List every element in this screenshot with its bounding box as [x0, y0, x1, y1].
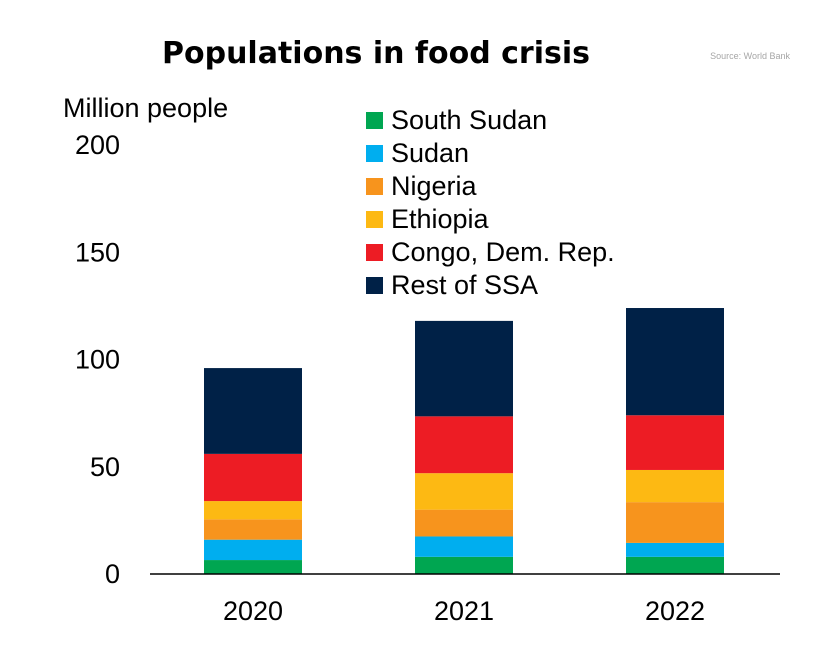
bar-segment-nigeria [204, 519, 302, 540]
y-tick-label: 0 [105, 559, 120, 589]
legend-item: Rest of SSA [366, 270, 538, 300]
x-tick-label: 2021 [434, 596, 494, 626]
bar-segment-sudan [415, 536, 513, 557]
y-axis-ticks: 0 50 100 150 200 [75, 130, 120, 589]
bar-segment-sudan [626, 542, 724, 557]
legend-item: Ethiopia [366, 204, 490, 234]
bar-segment-south-sudan [626, 556, 724, 574]
bar-stack-2020 [204, 368, 302, 574]
legend-item: Nigeria [366, 171, 478, 201]
legend-swatch [366, 112, 383, 129]
legend-label: Ethiopia [391, 204, 490, 234]
legend-label: Sudan [391, 138, 469, 168]
bar-segment-rest-of-ssa [415, 320, 513, 417]
bar-stack-2021 [415, 320, 513, 574]
x-tick-label: 2020 [223, 596, 283, 626]
legend-swatch [366, 178, 383, 195]
bar-segment-congo-dem-rep [415, 416, 513, 474]
bar-stack-2022 [626, 308, 724, 574]
bar-segment-congo-dem-rep [204, 453, 302, 502]
bar-segment-rest-of-ssa [204, 368, 302, 454]
legend-swatch [366, 244, 383, 261]
legend-item: Congo, Dem. Rep. [366, 237, 615, 267]
legend-item: Sudan [366, 138, 469, 168]
bar-segment-rest-of-ssa [626, 308, 724, 416]
legend-label: Nigeria [391, 171, 478, 201]
bar-segment-ethiopia [204, 501, 302, 520]
bar-segment-congo-dem-rep [626, 415, 724, 470]
legend-label: Congo, Dem. Rep. [391, 237, 615, 267]
legend-label: South Sudan [391, 105, 547, 135]
y-tick-label: 150 [75, 237, 120, 267]
bar-segment-sudan [204, 539, 302, 561]
bar-segment-ethiopia [626, 469, 724, 503]
bars [204, 308, 724, 574]
y-tick-label: 100 [75, 345, 120, 375]
y-tick-label: 200 [75, 130, 120, 160]
source-note: Source: World Bank [710, 51, 790, 61]
legend-swatch [366, 277, 383, 294]
chart-title: Populations in food crisis [162, 36, 590, 71]
bar-segment-south-sudan [415, 556, 513, 574]
legend-item: South Sudan [366, 105, 547, 135]
bar-segment-ethiopia [415, 473, 513, 510]
bar-segment-nigeria [626, 502, 724, 543]
legend-swatch [366, 211, 383, 228]
x-axis-ticks: 2020 2021 2022 [223, 596, 705, 626]
y-tick-label: 50 [90, 452, 120, 482]
x-tick-label: 2022 [645, 596, 705, 626]
bar-segment-nigeria [415, 509, 513, 537]
bar-segment-south-sudan [204, 560, 302, 574]
y-axis-label: Million people [63, 93, 228, 123]
legend-swatch [366, 145, 383, 162]
legend-label: Rest of SSA [391, 270, 538, 300]
